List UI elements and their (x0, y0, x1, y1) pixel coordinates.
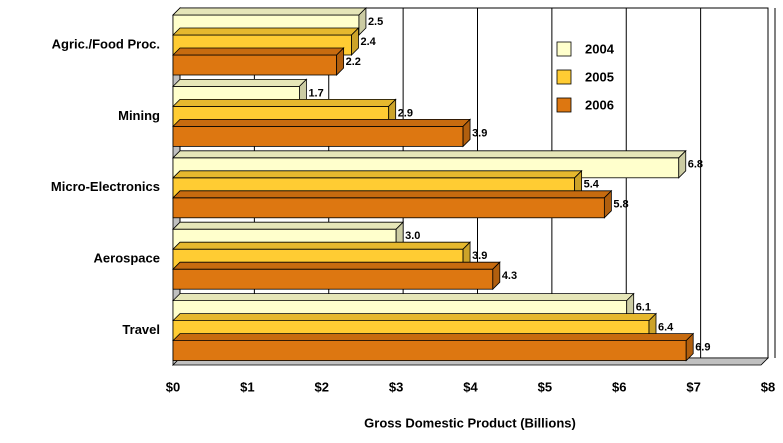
bar-top (172, 190, 613, 199)
value-label: 3.9 (472, 250, 487, 262)
y-tick-label: Micro-Electronics (51, 179, 160, 194)
legend-swatch (556, 69, 572, 85)
x-tick-label: $3 (389, 379, 403, 394)
bar (172, 340, 687, 362)
value-label: 2.9 (398, 107, 413, 119)
bar-top (172, 150, 687, 159)
value-label: 5.4 (584, 179, 600, 191)
bar (172, 197, 605, 219)
legend-swatch (556, 41, 572, 57)
value-label: 1.7 (308, 87, 323, 99)
bar-top (172, 313, 657, 322)
bar-side (462, 118, 471, 148)
bar (172, 268, 494, 290)
bar-top (172, 261, 501, 270)
bar-top (172, 221, 405, 230)
bar (172, 126, 464, 147)
value-label: 5.8 (613, 199, 628, 211)
value-label: 6.9 (695, 342, 710, 354)
x-tick-label: $0 (166, 379, 180, 394)
bar-top (172, 241, 472, 250)
bar (172, 54, 338, 76)
value-label: 6.1 (636, 302, 651, 314)
bar-top (172, 27, 360, 36)
bar-side (685, 332, 694, 362)
bar-top (172, 293, 635, 302)
value-label: 2.2 (346, 56, 361, 68)
value-label: 2.5 (368, 16, 383, 28)
legend-label: 2004 (585, 41, 615, 56)
bar-top (172, 119, 472, 127)
value-label: 6.8 (688, 159, 703, 171)
bar-side (603, 189, 612, 219)
y-tick-label: Travel (122, 322, 160, 337)
legend-label: 2006 (585, 97, 614, 112)
value-label: 6.4 (658, 322, 674, 334)
x-axis-label: Gross Domestic Product (Billions) (364, 415, 576, 430)
bar-side (351, 27, 359, 56)
bar-side (492, 261, 501, 291)
bar-top (172, 99, 397, 107)
bar-top (172, 7, 367, 16)
x-tick-label: $4 (463, 379, 478, 394)
x-tick-label: $1 (240, 379, 254, 394)
y-tick-label: Aerospace (94, 251, 160, 266)
bar-top (172, 79, 308, 87)
y-tick-label: Agric./Food Proc. (52, 36, 160, 51)
x-tick-label: $7 (686, 379, 700, 394)
x-tick-label: $8 (761, 379, 775, 394)
value-label: 4.3 (502, 270, 517, 282)
value-label: 3.9 (472, 127, 487, 139)
bar-side (358, 7, 367, 36)
x-tick-label: $2 (315, 379, 329, 394)
value-label: 3.0 (405, 230, 420, 242)
legend-swatch (556, 97, 572, 113)
bar-side (678, 149, 687, 179)
bar-side (336, 47, 345, 76)
bar-top (172, 170, 583, 179)
x-tick-label: $5 (538, 379, 552, 394)
legend-label: 2005 (585, 69, 614, 84)
bar-top (172, 47, 345, 56)
x-tick-label: $6 (612, 379, 626, 394)
y-tick-label: Mining (118, 108, 160, 123)
bar-top (172, 333, 695, 342)
value-label: 2.4 (361, 36, 377, 48)
